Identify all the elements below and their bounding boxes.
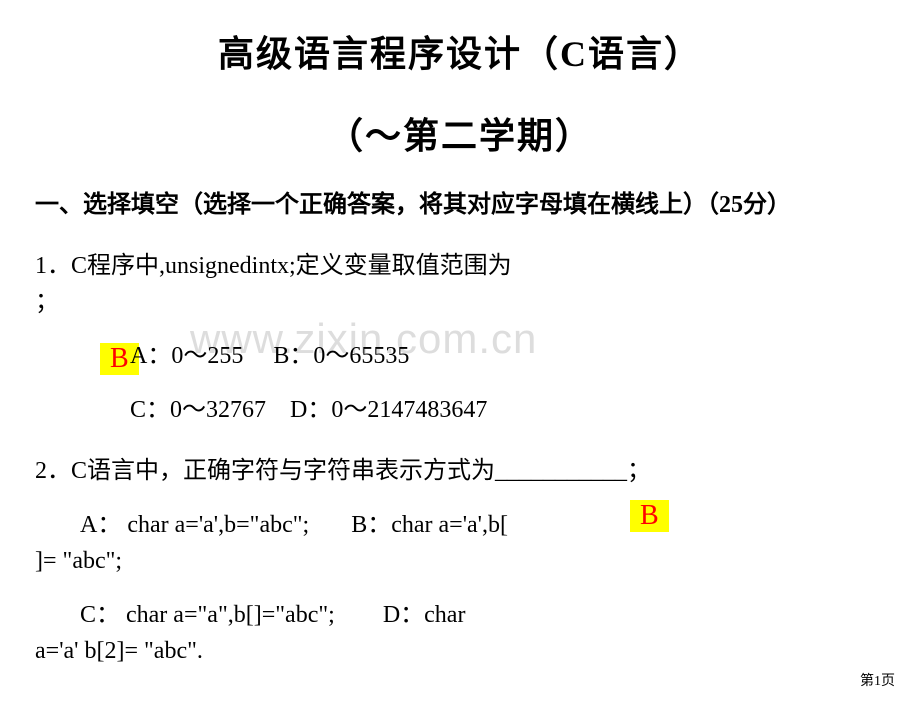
q2-text-part1: 2．C语言中，正确字符与字符串表示方式为_______ bbox=[35, 458, 579, 484]
q1-text: 1．C程序中,unsignedintx;定义变量取值范围为 bbox=[35, 253, 512, 279]
q2-option-d: D：char bbox=[383, 602, 466, 628]
q1-option-c: C：0～32767 bbox=[130, 397, 266, 423]
q1-options-line1: A：0～255 B：0～65535 bbox=[130, 338, 920, 374]
q2-option-b: B：char a='a',b[ bbox=[351, 512, 508, 538]
q1-options-line2: C：0～32767 D：0～2147483647 bbox=[130, 392, 920, 428]
q2-option-c: C： char a="a",b[]="abc"; bbox=[80, 602, 335, 628]
q2-option-d-cont: a='a' b[2]= "abc". bbox=[35, 633, 885, 669]
question-1: 1．C程序中,unsignedintx;定义变量取值范围为 bbox=[35, 248, 885, 284]
q2-options-line1: A： char a='a',b="abc"; B：char a='a',b[ bbox=[80, 507, 885, 543]
q2-options-line2: C： char a="a",b[]="abc"; D：char bbox=[80, 597, 885, 633]
q2-option-b-cont: ]= "abc"; bbox=[35, 543, 885, 579]
q2-text-part2: ____； bbox=[579, 458, 651, 484]
section-header: 一、选择填空（选择一个正确答案，将其对应字母填在横线上）（25分） bbox=[35, 189, 885, 223]
q1-option-d: D：0～2147483647 bbox=[290, 397, 487, 423]
q1-option-a: A：0～255 bbox=[130, 343, 243, 369]
main-title: 高级语言程序设计（C语言） bbox=[0, 25, 920, 77]
q1-continuation: ； bbox=[35, 284, 885, 320]
q1-option-b: B：0～65535 bbox=[273, 343, 409, 369]
page-number: 第1页 bbox=[860, 670, 895, 690]
content-container: 高级语言程序设计（C语言） （～第二学期） 一、选择填空（选择一个正确答案，将其… bbox=[0, 25, 920, 669]
q2-option-a: A： char a='a',b="abc"; bbox=[80, 512, 309, 538]
sub-title: （～第二学期） bbox=[0, 107, 920, 159]
question-2: 2．C语言中，正确字符与字符串表示方式为___________； bbox=[35, 453, 885, 489]
